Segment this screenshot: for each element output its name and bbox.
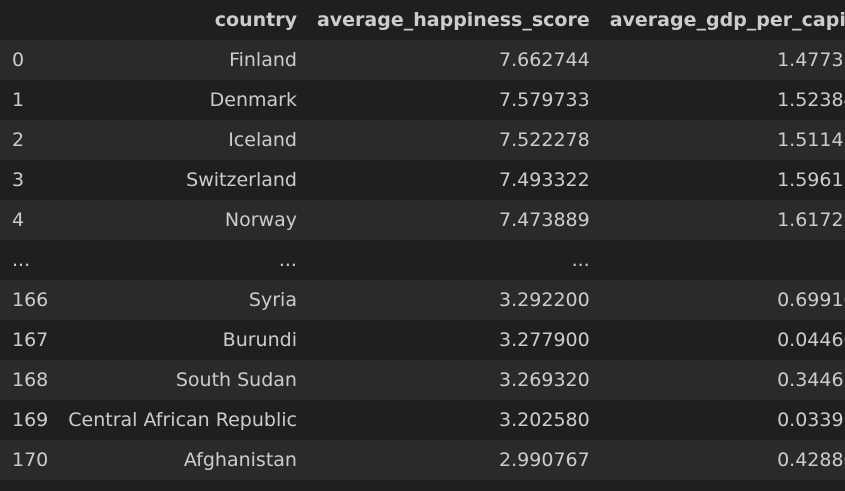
cell-gdp: ... bbox=[602, 240, 845, 280]
cell-happiness: 3.292200 bbox=[499, 289, 590, 311]
cell-country: Finland bbox=[229, 49, 297, 71]
cell-happiness: 3.277900 bbox=[499, 329, 590, 351]
ellipsis-row: ... ... ... ... bbox=[0, 240, 845, 280]
cell-country: Norway bbox=[224, 209, 297, 231]
cell-country: Burundi bbox=[222, 329, 297, 351]
row-index: 4 bbox=[12, 209, 25, 231]
cell-country: Afghanistan bbox=[183, 449, 297, 471]
cell-gdp: 0.699109 bbox=[777, 289, 845, 311]
header-index bbox=[0, 0, 60, 40]
table-row: 166 Syria 3.292200 0.699109 bbox=[0, 280, 845, 320]
cell-country: Iceland bbox=[228, 129, 297, 151]
header-average-happiness-score: average_happiness_score bbox=[316, 9, 590, 31]
row-index: 2 bbox=[12, 129, 25, 151]
cell-happiness: 7.493322 bbox=[499, 169, 590, 191]
header-average-gdp-per-capita: average_gdp_per_capita bbox=[609, 9, 845, 31]
table-row: 1 Denmark 7.579733 1.523844 bbox=[0, 80, 845, 120]
table-row: 167 Burundi 3.277900 0.044605 bbox=[0, 320, 845, 360]
cell-country: ... bbox=[278, 249, 297, 271]
table-row: 2 Iceland 7.522278 1.511457 bbox=[0, 120, 845, 160]
table-row: 4 Norway 7.473889 1.617235 bbox=[0, 200, 845, 240]
cell-country: Syria bbox=[248, 289, 297, 311]
cell-gdp: 1.523844 bbox=[777, 89, 845, 111]
cell-gdp: 0.033914 bbox=[777, 409, 845, 431]
table-row: 169 Central African Republic 3.202580 0.… bbox=[0, 400, 845, 440]
cell-happiness: 7.473889 bbox=[499, 209, 590, 231]
cell-happiness: 7.662744 bbox=[499, 49, 590, 71]
cell-happiness: 3.202580 bbox=[499, 409, 590, 431]
row-index: 166 bbox=[12, 289, 49, 311]
header-country: country bbox=[214, 9, 297, 31]
cell-country: Denmark bbox=[209, 89, 297, 111]
cell-happiness: ... bbox=[571, 249, 590, 271]
cell-happiness: 2.990767 bbox=[499, 449, 590, 471]
cell-gdp: 0.044605 bbox=[777, 329, 845, 351]
table-row: 3 Switzerland 7.493322 1.596177 bbox=[0, 160, 845, 200]
table-row: 170 Afghanistan 2.990767 0.428808 bbox=[0, 440, 845, 480]
row-index: 0 bbox=[12, 49, 25, 71]
table-body: 0 Finland 7.662744 1.477332 1 Denmark 7.… bbox=[0, 40, 845, 480]
cell-country: Switzerland bbox=[186, 169, 297, 191]
table-header: country average_happiness_score average_… bbox=[0, 0, 845, 40]
cell-happiness: 7.579733 bbox=[499, 89, 590, 111]
table-row: 0 Finland 7.662744 1.477332 bbox=[0, 40, 845, 80]
cell-country: South Sudan bbox=[175, 369, 297, 391]
table-row: 168 South Sudan 3.269320 0.344654 bbox=[0, 360, 845, 400]
row-index: 1 bbox=[12, 89, 25, 111]
row-index: 169 bbox=[12, 409, 49, 431]
cell-gdp: 1.511457 bbox=[777, 129, 845, 151]
row-index: 170 bbox=[12, 449, 49, 471]
row-index: 168 bbox=[12, 369, 49, 391]
dataframe-table: country average_happiness_score average_… bbox=[0, 0, 845, 480]
cell-happiness: 3.269320 bbox=[499, 369, 590, 391]
cell-gdp: 1.477332 bbox=[777, 49, 845, 71]
cell-happiness: 7.522278 bbox=[499, 129, 590, 151]
row-index: 3 bbox=[12, 169, 25, 191]
cell-gdp: 1.617235 bbox=[777, 209, 845, 231]
header-row: country average_happiness_score average_… bbox=[0, 0, 845, 40]
row-index: 167 bbox=[12, 329, 49, 351]
cell-gdp: 1.596177 bbox=[777, 169, 845, 191]
row-index: ... bbox=[12, 249, 31, 271]
cell-country: Central African Republic bbox=[68, 409, 297, 431]
cell-gdp: 0.344654 bbox=[777, 369, 845, 391]
cell-gdp: 0.428808 bbox=[777, 449, 845, 471]
